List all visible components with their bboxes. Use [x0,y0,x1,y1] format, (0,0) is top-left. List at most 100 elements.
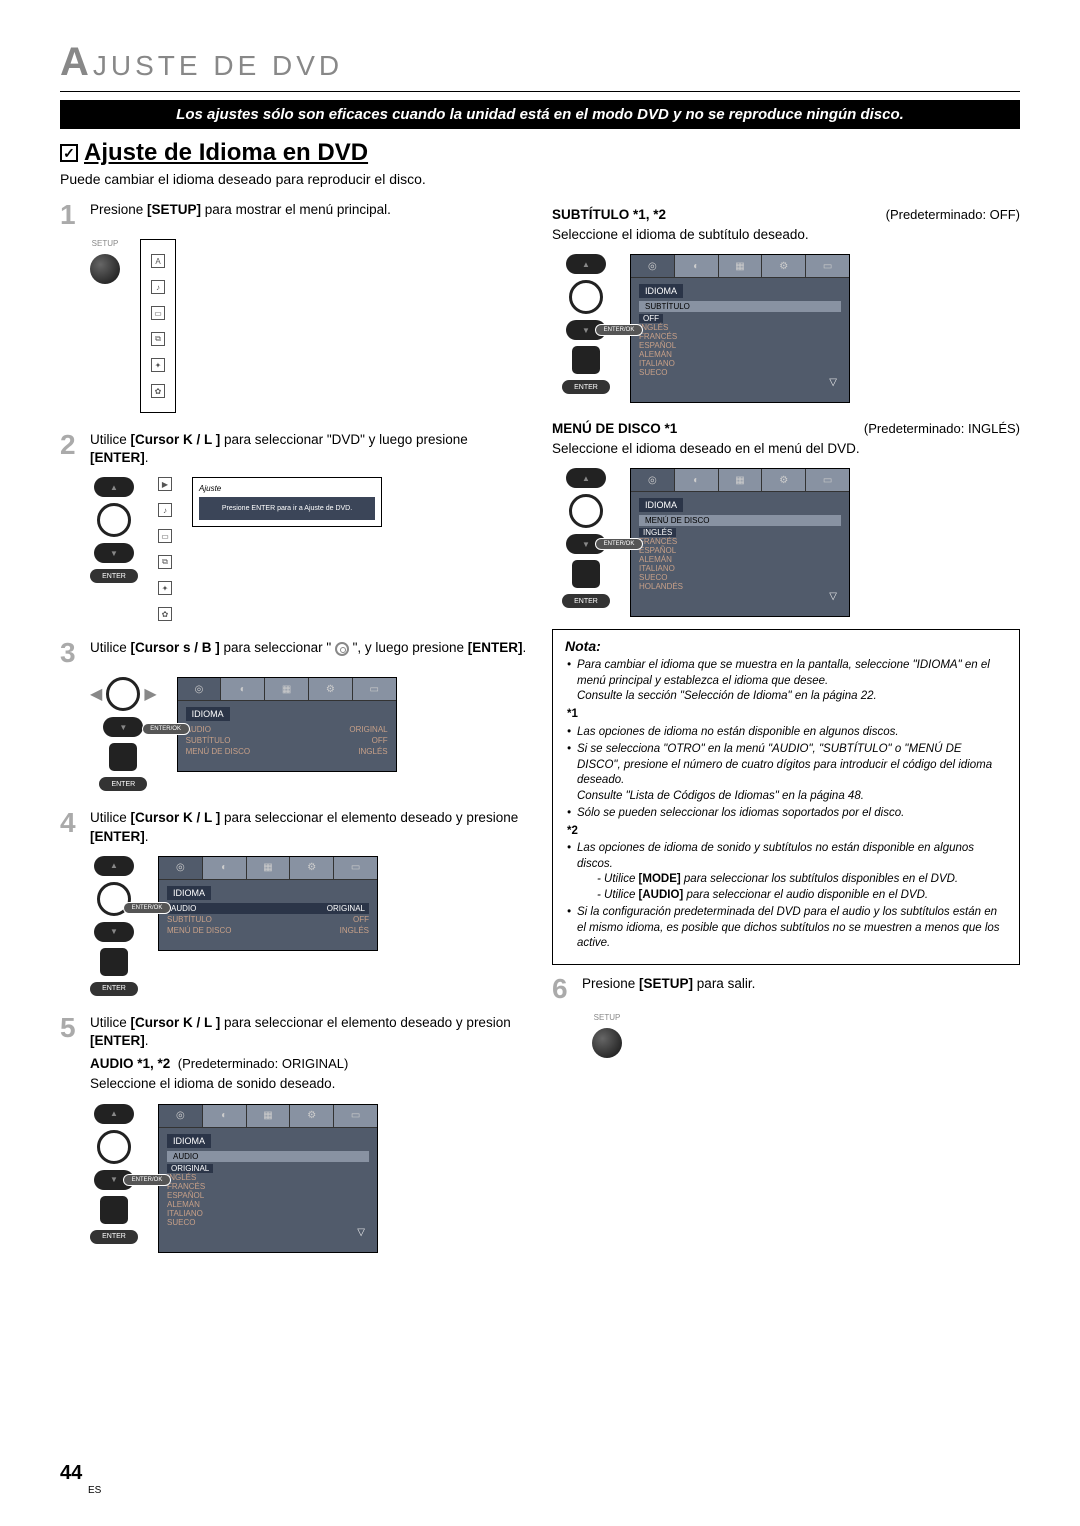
mini-osd-title: Ajuste [199,484,375,493]
scroll-down-icon: ▽ [639,591,841,602]
nota-item: Sólo se pueden seleccionar los idiomas s… [565,806,1007,822]
osd-label: IDIOMA [186,707,230,721]
enterok-icon: ENTER/OK [142,723,190,735]
nota-box: Nota: Para cambiar el idioma que se mues… [552,629,1020,964]
step-1: 1 Presione [SETUP] para mostrar el menú … [60,201,528,413]
menu-desc: Seleccione el idioma deseado en el menú … [552,440,1020,458]
nota-star: *1 [565,707,1007,723]
mini-icon: ⧉ [151,332,165,346]
osd-audio: ◎ ◐ ▦ ⚙ ▭ IDIOMA AUDIO ORIGINAL INGLÉS F… [158,1104,378,1253]
dpad-icon [572,560,600,588]
osd-menu-disco: ◎ ◐ ▦ ⚙ ▭ IDIOMA MENÚ DE DISCO INGLÉS FR… [630,468,850,617]
ring-icon [97,1130,131,1164]
mini-icon: A [151,254,165,268]
mini-icon: ✦ [158,581,172,595]
step-2: 2 Utilice [Cursor K / L ] para seleccion… [60,431,528,621]
up-button-icon [94,856,134,876]
setup-label: SETUP [92,239,119,248]
mini-icon: ♪ [151,280,165,294]
osd-tab: ▭ [353,678,396,700]
menu-icon-strip: A ♪ ▭ ⧉ ✦ ✿ [140,239,176,413]
left-column: 1 Presione [SETUP] para mostrar el menú … [60,201,528,1271]
warning-banner: Los ajustes sólo son eficaces cuando la … [60,100,1020,129]
mini-icon: ✿ [151,384,165,398]
mini-icon: ▭ [151,306,165,320]
dpad-icon [100,1196,128,1224]
step-4-num: 4 [60,809,82,837]
step-5-num: 5 [60,1014,82,1042]
remote-cursor-enter: ENTER [90,477,138,583]
osd-idioma: ◎ ◐ ▦ ⚙ ▭ IDIOMA AUDIOORIGINAL SUBTÍTULO… [177,677,397,772]
nota-item: Las opciones de idioma de sonido y subtí… [565,841,1007,903]
page-header: AJUSTE DE DVD [60,40,1020,85]
nota-title: Nota: [565,638,1007,654]
step-6-num: 6 [552,975,574,1003]
up-button-icon [94,477,134,497]
mini-icon: ✦ [151,358,165,372]
section-intro: Puede cambiar el idioma deseado para rep… [60,171,1020,187]
dpad-icon [100,948,128,976]
setup-label: SETUP [594,1013,621,1022]
step-4-text: Utilice [Cursor K / L ] para seleccionar… [90,809,528,845]
menu-subhead: MENÚ DE DISCO *1 (Predeterminado: INGLÉS… [552,421,1020,436]
section-title-row: ✓ Ajuste de Idioma en DVD [60,139,1020,167]
down-button-icon [94,543,134,563]
page-number: 44 ES [60,1462,101,1496]
mini-icon: ▶ [158,477,172,491]
step-1-num: 1 [60,201,82,229]
step-4: 4 Utilice [Cursor K / L ] para seleccion… [60,809,528,995]
enter-button-icon: ENTER [99,777,147,791]
setup-button-icon [592,1028,622,1058]
checkmark-icon: ✓ [60,144,78,162]
dpad-icon [109,743,137,771]
scroll-down-icon: ▽ [167,1227,369,1238]
step-6-text: Presione [SETUP] para salir. [582,975,755,993]
enter-button-icon: ENTER [562,594,610,608]
enter-button-icon: ENTER [90,569,138,583]
remote-setup-6: SETUP [592,1013,622,1058]
nota-item: Las opciones de idioma no están disponib… [565,725,1007,741]
up-button-icon [566,254,606,274]
nota-item: Si se selecciona "OTRO" en la menú "AUDI… [565,742,1007,804]
up-button-icon [94,1104,134,1124]
remote-ud-enter: ENTER [90,856,138,996]
mini-icon: ▭ [158,529,172,543]
step-3-text: Utilice [Cursor s / B ] para seleccionar… [90,639,526,657]
osd-tab: ⚙ [309,678,353,700]
osd-subtitulo: ◎ ◐ ▦ ⚙ ▭ IDIOMA SUBTÍTULO OFF INGLÉS FR… [630,254,850,403]
nota-item: Si la configuración predeterminada del D… [565,905,1007,952]
ring-icon [97,503,131,537]
mini-icon: ✿ [158,607,172,621]
remote-setup: SETUP [90,239,120,284]
mini-osd-hint: Presione ENTER para ir a Ajuste de DVD. [199,497,375,520]
right-column: SUBTÍTULO *1, *2 (Predeterminado: OFF) S… [552,201,1020,1271]
disc-icon [335,642,349,656]
up-button-icon [566,468,606,488]
ring-icon [569,280,603,314]
header-big-letter: A [60,40,93,84]
down-button-icon [94,922,134,942]
subtitulo-desc: Seleccione el idioma de subtítulo desead… [552,226,1020,244]
header-rest: JUSTE DE DVD [93,50,343,81]
setup-button-icon [90,254,120,284]
subtitulo-subhead: SUBTÍTULO *1, *2 (Predeterminado: OFF) [552,207,1020,222]
nota-item: Para cambiar el idioma que se muestra en… [565,658,1007,705]
enter-button-icon: ENTER [90,1230,138,1244]
step-2-num: 2 [60,431,82,459]
step-6: 6 Presione [SETUP] para salir. SETUP [552,975,1020,1058]
nota-star: *2 [565,824,1007,840]
osd-tab: ◐ [221,678,265,700]
osd-tab: ▦ [265,678,309,700]
section-title: Ajuste de Idioma en DVD [84,139,368,167]
step-5: 5 Utilice [Cursor K / L ] para seleccion… [60,1014,528,1253]
enter-button-icon: ENTER [562,380,610,394]
enter-button-icon: ENTER [90,982,138,996]
mini-icon: ♪ [158,503,172,517]
mini-icon: ⧉ [158,555,172,569]
header-rule [60,91,1020,92]
scroll-down-icon: ▽ [639,377,841,388]
dpad-icon [572,346,600,374]
ring-icon [569,494,603,528]
audio-desc: Seleccione el idioma de sonido deseado. [90,1075,528,1093]
osd-idioma-4: ◎ ◐ ▦ ⚙ ▭ IDIOMA AUDIOORIGINAL SUBTÍTULO… [158,856,378,951]
